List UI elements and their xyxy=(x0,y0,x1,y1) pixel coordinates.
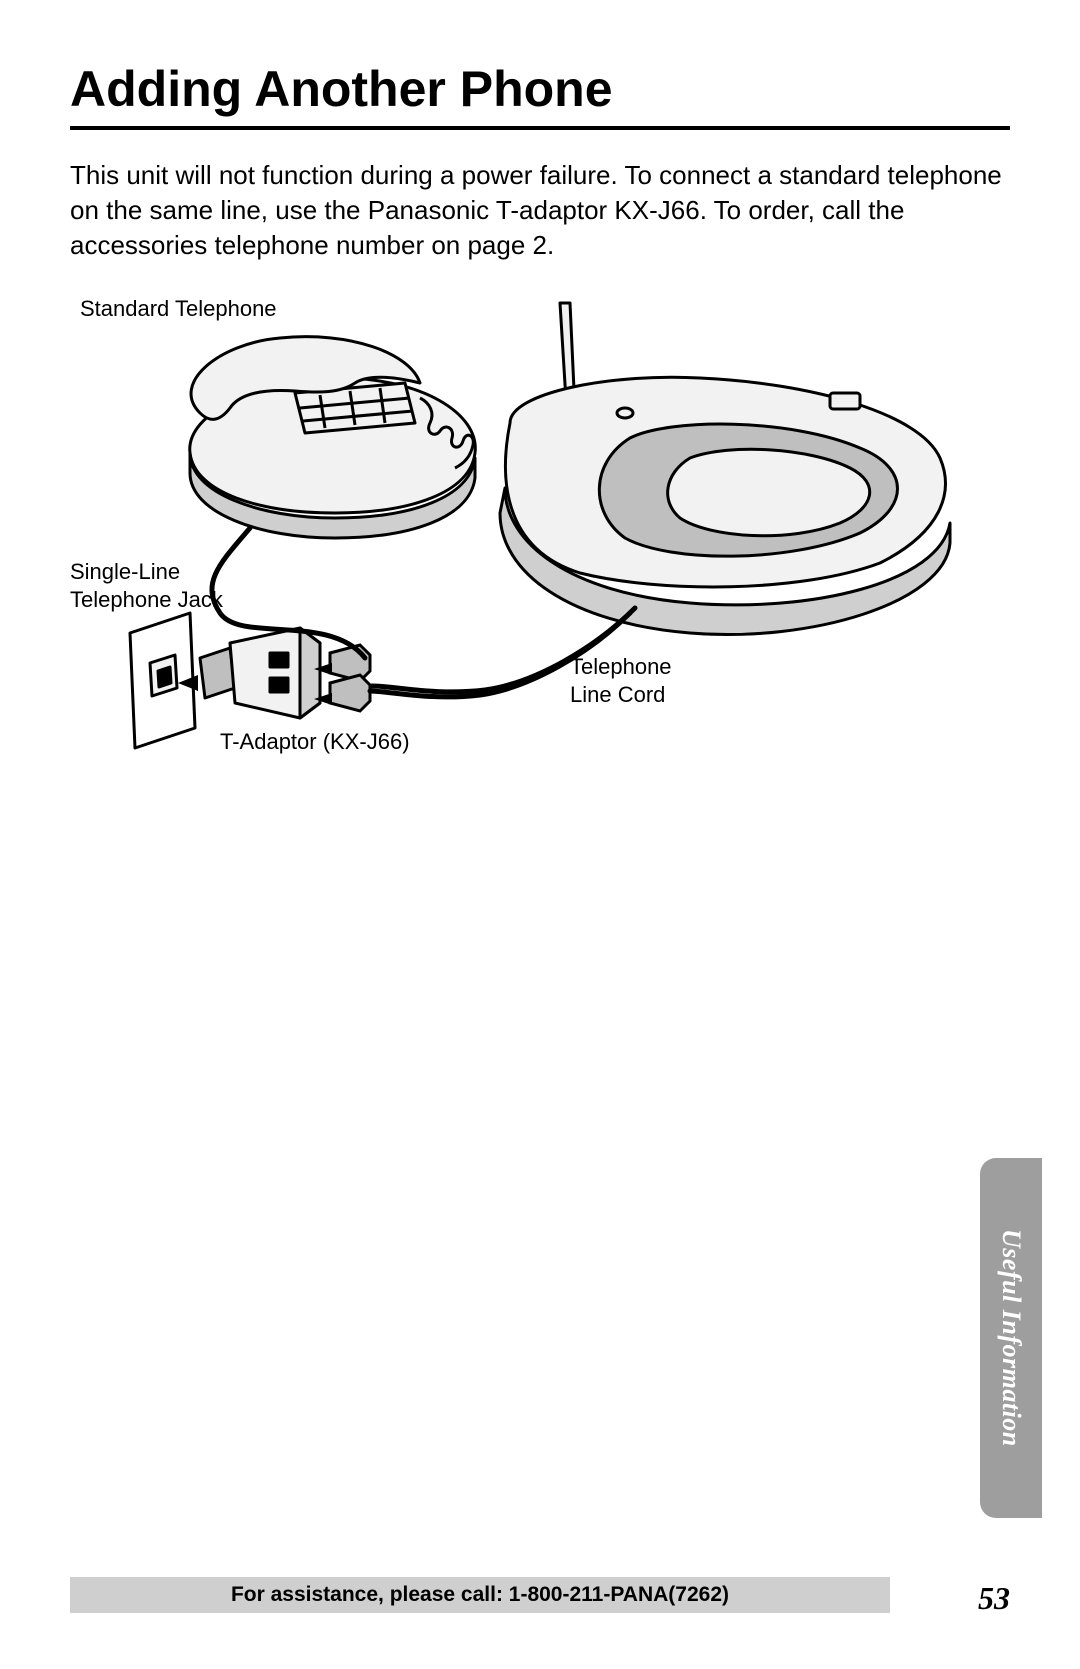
assistance-footer: For assistance, please call: 1-800-211-P… xyxy=(70,1577,890,1613)
assistance-text: For assistance, please call: 1-800-211-P… xyxy=(231,1583,729,1607)
page-title: Adding Another Phone xyxy=(70,60,1010,118)
standard-phone-icon xyxy=(190,337,476,538)
label-standard-phone: Standard Telephone xyxy=(80,295,277,323)
label-telephone-jack: Single-Line Telephone Jack xyxy=(70,558,223,613)
intro-paragraph: This unit will not function during a pow… xyxy=(70,158,1010,263)
page-number: 53 xyxy=(978,1580,1010,1617)
title-rule xyxy=(70,126,1010,130)
label-t-adaptor: T-Adaptor (KX-J66) xyxy=(220,728,410,756)
manual-page: Adding Another Phone This unit will not … xyxy=(0,0,1080,1669)
section-tab-label: Useful Information xyxy=(996,1229,1026,1447)
diagram-svg xyxy=(70,283,1010,803)
base-unit-icon xyxy=(500,303,950,635)
t-adaptor-icon xyxy=(200,628,320,718)
connection-diagram: Standard Telephone Single-Line Telephone… xyxy=(70,283,1010,803)
label-line-cord: Telephone Line Cord xyxy=(570,653,672,708)
section-tab: Useful Information xyxy=(980,1158,1042,1518)
